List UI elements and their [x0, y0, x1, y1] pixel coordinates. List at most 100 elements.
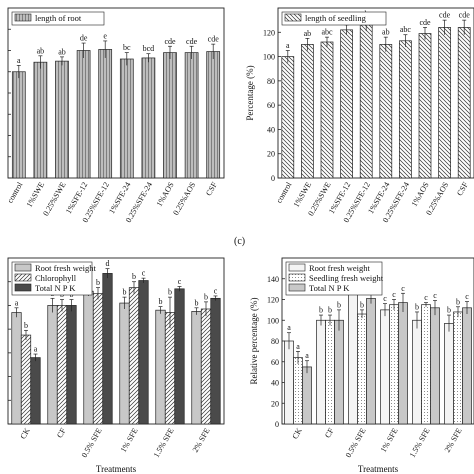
category-label: 1% SFE: [379, 426, 400, 454]
legend-label: length of root: [35, 13, 82, 23]
significance-label: abc: [400, 25, 412, 34]
bar: [334, 319, 344, 425]
chart-panel-1: acontrolab1%SWEab0.25%SWEde1%SFE-12e0.25…: [5, 7, 225, 224]
category-label: control: [5, 180, 25, 205]
y-tick-label: 80: [267, 77, 275, 86]
significance-label: a: [17, 56, 21, 65]
bar: [301, 44, 314, 179]
plot-frame: [7, 257, 225, 425]
significance-label: cde: [439, 11, 451, 20]
y-tick-label: 0: [275, 420, 279, 429]
significance-label: cde: [459, 11, 471, 20]
significance-label: ab: [382, 28, 390, 37]
chart-panel-2: 0 20 40 60 80 100 120 Percentage (%) a control ab 1…: [245, 7, 474, 224]
significance-label: b: [204, 292, 208, 301]
legend-swatch: [14, 273, 32, 282]
significance-label: a: [286, 41, 290, 50]
category-label: CK: [290, 426, 303, 440]
legend-swatch: [14, 283, 32, 292]
bar: [210, 297, 221, 425]
bar: [200, 308, 212, 425]
bar: [359, 24, 373, 179]
significance-label: cde: [186, 37, 198, 46]
significance-label: c: [424, 293, 428, 302]
bar: [47, 305, 58, 425]
y-tick-label: 20: [267, 150, 275, 159]
significance-label: a: [15, 298, 19, 307]
significance-label: c: [178, 277, 182, 286]
bar: [55, 60, 69, 179]
y-tick-label: 120: [267, 296, 279, 305]
bar: [128, 287, 140, 425]
significance-label: ab: [304, 29, 312, 38]
bar: [412, 319, 422, 425]
category-label: control: [274, 180, 294, 205]
bar: [284, 340, 294, 425]
bar: [316, 319, 326, 425]
significance-label: b: [96, 278, 100, 287]
bar: [453, 311, 463, 425]
y-tick-label: 40: [271, 379, 279, 388]
legend-label: Total N P K: [35, 283, 76, 293]
y-tick-label: 100: [267, 316, 279, 325]
category-label: 1%AOS: [410, 181, 431, 209]
category-label: 1.5% SFE: [408, 426, 432, 459]
bar: [174, 288, 185, 425]
bar: [418, 33, 432, 179]
bar: [438, 27, 451, 179]
significance-label: b: [168, 288, 172, 297]
y-tick-label: 40: [267, 125, 275, 134]
significance-label: b: [360, 300, 364, 309]
significance-label: c: [433, 291, 437, 300]
significance-label: c: [465, 292, 469, 301]
y-axis-title: Percentage (%): [245, 65, 255, 120]
significance-label: c: [142, 269, 146, 278]
significance-label: b: [319, 306, 323, 315]
bar: [155, 309, 166, 425]
y-tick-label: 20: [271, 399, 279, 408]
bar: [163, 52, 177, 179]
category-label: CF: [323, 426, 336, 439]
bar: [98, 49, 113, 179]
significance-label: b: [456, 297, 460, 306]
legend-label: Root fresh weight: [35, 263, 97, 273]
significance-label: a: [287, 323, 291, 332]
category-label: 0.5% SFE: [80, 426, 104, 459]
legend-swatch: [288, 273, 306, 282]
significance-label: b: [24, 321, 28, 330]
legend-label: Seedling fresh weight: [309, 273, 384, 283]
y-tick-label: 60: [271, 358, 279, 367]
significance-label: b: [132, 272, 136, 281]
significance-label: a: [305, 351, 309, 360]
significance-label: a: [296, 342, 300, 351]
y-axis-title: Relative percentage (%): [249, 298, 259, 385]
significance-label: b: [447, 306, 451, 315]
y-tick-label: 120: [263, 28, 275, 37]
significance-label: bcd: [143, 44, 155, 53]
significance-label: e: [103, 31, 107, 40]
category-label: CK: [18, 426, 31, 440]
bar: [138, 280, 149, 425]
bar: [389, 304, 399, 425]
significance-label: b: [123, 288, 127, 297]
category-label: 1.5% SFE: [152, 426, 176, 459]
legend-label: Chlorophyll: [35, 273, 77, 283]
legend-swatch: [14, 263, 32, 272]
bar: [302, 366, 312, 425]
x-axis-title: Treatments: [96, 464, 137, 474]
category-label: CSF: [455, 180, 470, 197]
significance-label: bc: [123, 43, 131, 52]
bar: [141, 57, 156, 179]
bar: [119, 302, 130, 425]
significance-label: b: [328, 306, 332, 315]
significance-label: ab: [37, 46, 45, 55]
category-label: 2% SFE: [191, 426, 212, 454]
chart-panel-4: 0 20 40 60 80 100 120 140 Relative percentage (%…: [249, 257, 474, 474]
significance-label: b: [159, 297, 163, 306]
category-label: CSF: [204, 180, 219, 197]
bar: [357, 313, 367, 425]
bar: [119, 58, 134, 179]
bar: [325, 319, 335, 425]
bar: [462, 307, 472, 425]
